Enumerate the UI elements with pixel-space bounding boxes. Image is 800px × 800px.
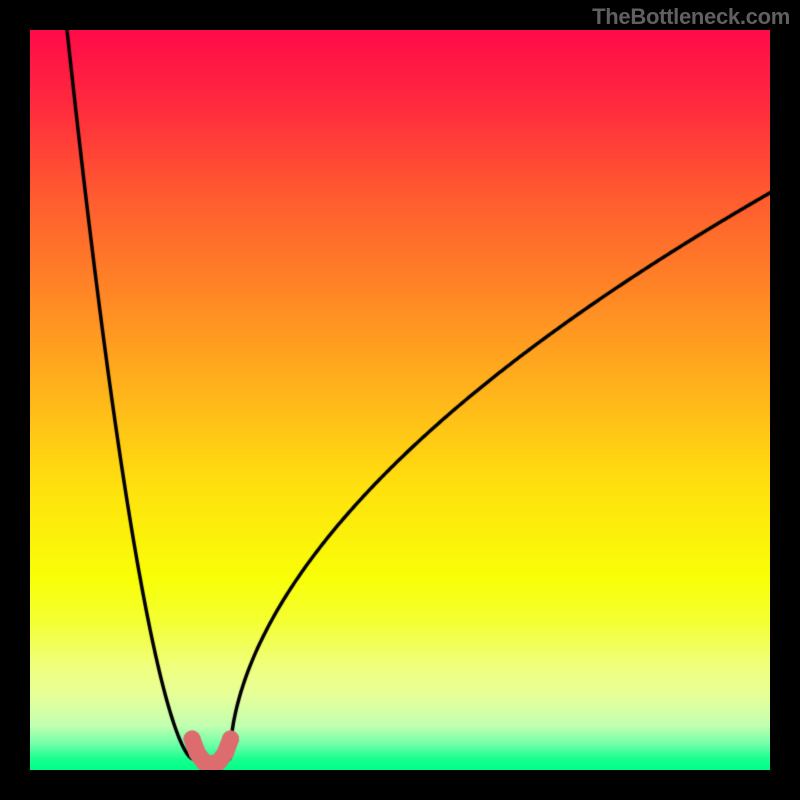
bottleneck-curve-plot: [30, 30, 770, 770]
watermark-text: TheBottleneck.com: [592, 4, 790, 30]
chart-container: TheBottleneck.com: [0, 0, 800, 800]
